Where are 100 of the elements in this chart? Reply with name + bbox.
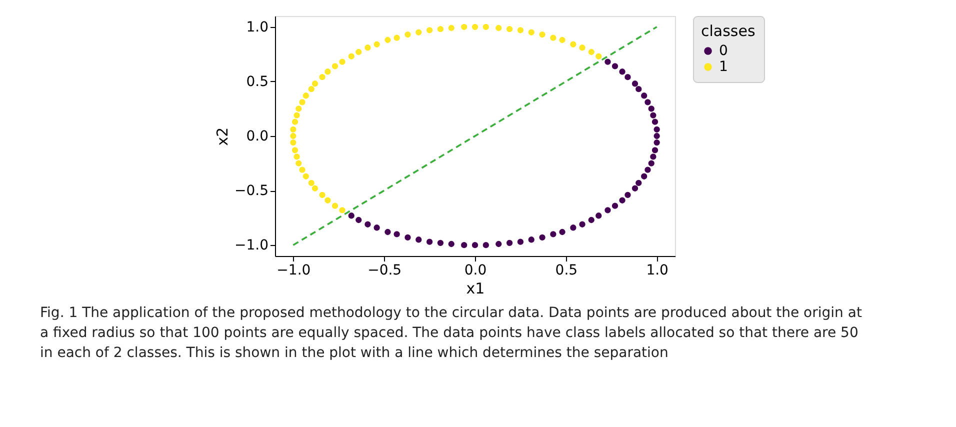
point [596,53,602,60]
point [579,44,586,51]
point [644,166,651,173]
point [648,106,654,112]
point [604,207,611,214]
point [506,240,513,246]
point [604,58,611,65]
point [290,126,296,133]
point [539,234,546,241]
point [294,154,300,160]
y-tick-label: −0.5 [234,183,268,200]
point [299,166,306,173]
point [384,36,391,44]
point [308,86,314,92]
x-tick-label: 0.0 [464,262,487,278]
point [539,31,546,38]
y-tick-label: 0.5 [246,74,268,90]
point [448,24,454,32]
point [332,202,338,209]
point [416,29,422,36]
x-tick-label: 1.0 [646,262,668,278]
point [296,160,302,166]
point [570,224,576,231]
point [632,80,638,87]
point [312,80,318,87]
point [654,126,660,133]
point [461,242,468,248]
point [482,24,489,30]
point [641,173,648,180]
point [394,231,400,238]
point [348,53,354,60]
point [324,68,331,75]
y-tick-label: 1.0 [246,19,268,36]
point [619,68,626,75]
point [292,118,298,125]
point [644,99,651,106]
point [648,160,654,166]
point [312,185,318,192]
point [559,228,566,236]
point [461,24,468,30]
point [448,240,454,248]
point [632,185,638,192]
point [404,31,411,38]
point [654,139,660,146]
point [650,154,656,160]
legend-label: 1 [719,59,728,75]
x-tick-label: 0.5 [555,262,578,278]
point [528,236,534,243]
point [472,24,478,30]
point [356,48,362,56]
point [588,216,594,224]
point [332,63,338,70]
point [356,216,362,224]
point [374,41,380,48]
point [612,202,618,209]
point [308,180,314,186]
point [339,58,346,65]
point [579,221,586,228]
y-tick-label: 0.0 [246,128,268,144]
point [482,242,489,248]
legend-title: classes [701,22,756,40]
point [652,118,658,125]
point [654,132,660,140]
point [619,197,626,204]
point [364,221,371,228]
point [612,63,618,70]
point [339,207,346,214]
point [624,74,631,80]
point [652,147,658,154]
point [570,41,576,48]
point [559,36,566,44]
point [517,27,524,34]
point [296,106,302,112]
point [496,24,502,32]
point [650,112,656,118]
point [624,192,631,198]
caption: Fig. 1 The application of the proposed methodology to the circular data. Data points are produced about the origin at a fixed radius so that 100 points are equally spaced. The data points have class labels allocated so that there are 50 in each of 2 classes. This is shown in the plot with a line which determines the separation [40,305,862,361]
point [292,147,298,154]
legend-label: 0 [719,43,728,59]
point [404,234,411,241]
point [426,27,433,34]
point [588,48,594,56]
point [550,34,556,41]
point [374,224,380,231]
point [528,29,534,36]
x-axis-title: x1 [466,280,485,298]
point [302,173,309,180]
point [290,132,296,140]
point [319,192,326,198]
x-tick-label: −0.5 [368,262,402,278]
point [324,197,331,204]
point [348,212,354,219]
point [636,180,642,186]
point [596,212,602,219]
y-tick-label: −1.0 [234,238,268,254]
point [641,92,648,99]
point [294,112,300,118]
point [550,231,556,238]
point [472,242,478,248]
point [517,238,524,245]
